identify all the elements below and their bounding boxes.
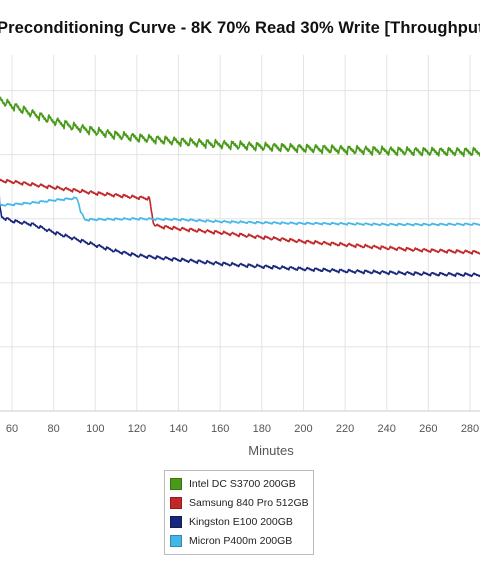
x-tick-label: 220: [336, 423, 354, 435]
legend-swatch: [170, 534, 182, 547]
legend-item[interactable]: Kingston E100 200GB: [165, 512, 313, 531]
x-tick-label: 180: [253, 423, 271, 435]
x-tick-label: 160: [211, 423, 229, 435]
x-axis-title: Minutes: [248, 443, 294, 458]
legend-swatch: [170, 477, 182, 490]
x-tick-label: 60: [6, 423, 18, 435]
x-tick-label: 140: [169, 423, 187, 435]
chart-title: Preconditioning Curve - 8K 70% Read 30% …: [0, 19, 480, 37]
legend-swatch: [170, 515, 182, 528]
legend-item[interactable]: Samsung 840 Pro 512GB: [165, 493, 313, 512]
x-tick-label: 240: [378, 423, 396, 435]
x-tick-label: 80: [48, 423, 60, 435]
legend-item[interactable]: Intel DC S3700 200GB: [165, 474, 313, 493]
legend: Intel DC S3700 200GB Samsung 840 Pro 512G…: [164, 470, 314, 555]
legend-label: Samsung 840 Pro 512GB: [189, 496, 309, 509]
x-tick-label: 260: [419, 423, 437, 435]
legend-label: Intel DC S3700 200GB: [189, 477, 296, 490]
x-tick-label: 200: [294, 423, 312, 435]
series-line-3: [0, 196, 480, 227]
legend-label: Micron P400m 200GB: [189, 534, 293, 547]
x-tick-label: 120: [128, 423, 146, 435]
x-tick-label: 280: [461, 423, 479, 435]
x-tick-label: 100: [86, 423, 104, 435]
legend-label: Kingston E100 200GB: [189, 515, 293, 528]
chart-title-container: Preconditioning Curve - 8K 70% Read 30% …: [0, 19, 480, 43]
series-line-1: [0, 178, 480, 255]
series-line-2: [0, 194, 480, 278]
legend-item[interactable]: Micron P400m 200GB: [165, 531, 313, 550]
x-tick-labels: 60 80 100 120 140 160 180 200 220 240 260 280: [6, 423, 479, 435]
series-lines: [0, 96, 480, 278]
legend-swatch: [170, 496, 182, 509]
series-line-0: [0, 96, 480, 158]
